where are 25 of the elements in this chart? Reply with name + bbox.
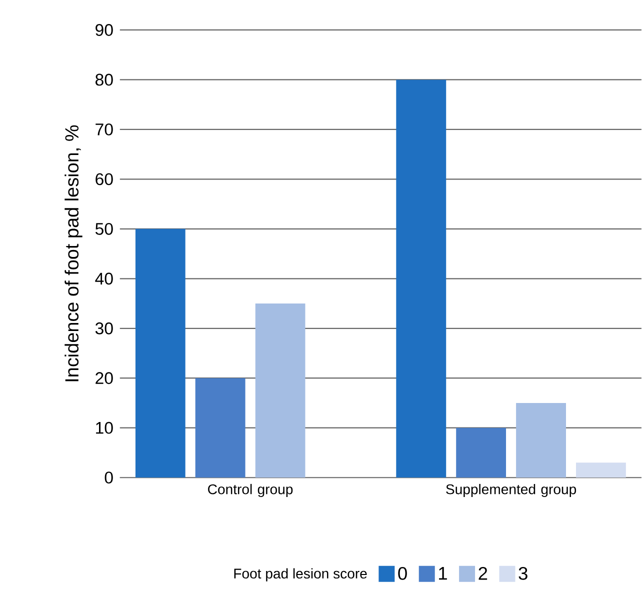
y-tick-label: 50 <box>95 222 113 235</box>
legend-label: 1 <box>439 566 447 580</box>
y-tick-label: 0 <box>104 471 113 484</box>
bar <box>195 378 246 478</box>
bar <box>516 402 566 478</box>
legend-label: 2 <box>478 566 488 580</box>
x-tick-label: Control group <box>208 484 293 497</box>
y-tick-label: 90 <box>96 24 113 36</box>
bar <box>255 303 306 478</box>
legend-label: 0 <box>398 566 407 580</box>
y-axis-title: Incidence of foot pad lesion, % <box>64 125 82 381</box>
y-tick-label: 10 <box>96 422 113 434</box>
legend-title: Foot pad lesion score <box>234 568 367 582</box>
bar <box>396 80 446 478</box>
bar <box>576 462 626 478</box>
legend-label: 3 <box>518 566 528 580</box>
x-tick-label: Supplemented group <box>446 484 576 497</box>
y-tick-label: 30 <box>95 322 113 334</box>
bar <box>456 428 506 478</box>
y-tick-label: 70 <box>96 123 113 136</box>
y-tick-label: 40 <box>95 272 113 284</box>
y-tick-label: 60 <box>96 173 113 185</box>
y-tick-label: 20 <box>96 372 113 384</box>
bar <box>135 228 186 478</box>
y-tick-label: 80 <box>96 74 113 86</box>
